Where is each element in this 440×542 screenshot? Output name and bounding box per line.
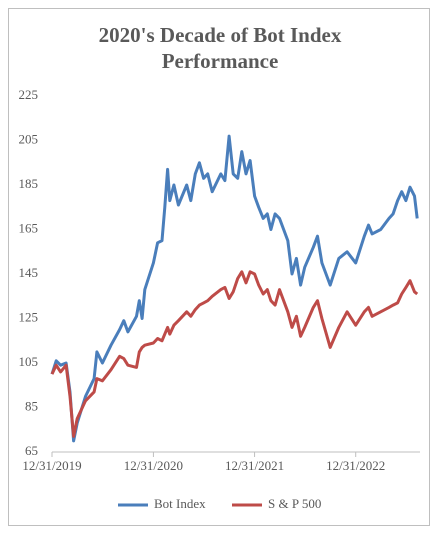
chart-frame <box>8 8 430 526</box>
y-tick-label: 105 <box>19 354 39 369</box>
x-tick-label: 12/31/2019 <box>22 458 81 473</box>
legend-label: S & P 500 <box>268 496 321 511</box>
x-tick-label: 12/31/2020 <box>124 458 183 473</box>
y-tick-label: 145 <box>19 265 39 280</box>
legend-label: Bot Index <box>154 496 206 511</box>
x-tick-label: 12/31/2021 <box>225 458 284 473</box>
y-tick-label: 85 <box>25 398 38 413</box>
x-tick-label: 12/31/2022 <box>326 458 385 473</box>
series-line <box>50 134 419 443</box>
y-tick-label: 225 <box>19 87 39 102</box>
y-tick-label: 205 <box>19 131 39 146</box>
y-tick-label: 165 <box>19 220 39 235</box>
series-line <box>50 270 419 438</box>
y-tick-label: 125 <box>19 309 39 324</box>
y-tick-label: 185 <box>19 176 39 191</box>
chart-title: 2020's Decade of Bot Index Performance <box>98 23 342 73</box>
y-tick-label: 65 <box>25 443 38 458</box>
